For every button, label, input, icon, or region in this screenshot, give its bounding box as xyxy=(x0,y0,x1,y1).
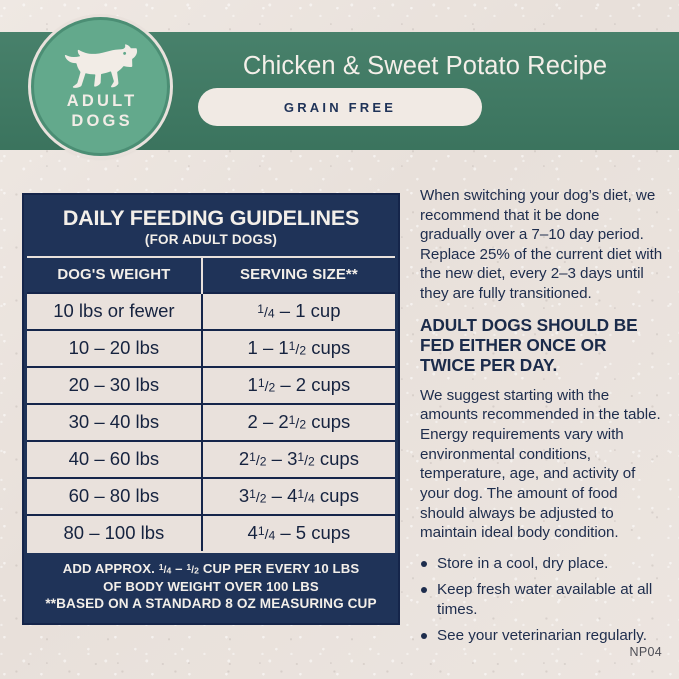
cell-serving: 31/2 – 41/4 cups xyxy=(201,476,395,515)
cell-serving: 1/4 – 1 cup xyxy=(201,291,395,330)
column-header-serving: SERVING SIZE** xyxy=(201,255,395,293)
cell-weight: 30 – 40 lbs xyxy=(27,402,203,441)
adult-dogs-badge: ADULT DOGS xyxy=(31,17,170,156)
daily-feeding-guidelines-table: DAILY FEEDING GUIDELINES (FOR ADULT DOGS… xyxy=(22,193,400,626)
table-row: 40 – 60 lbs 21/2 – 31/2 cups xyxy=(27,439,395,478)
grain-free-badge: GRAIN FREE xyxy=(198,88,482,126)
table-row: 30 – 40 lbs 2 – 21/2 cups xyxy=(27,402,395,441)
table-row: 60 – 80 lbs 31/2 – 41/4 cups xyxy=(27,476,395,515)
running-dog-icon xyxy=(64,44,137,88)
column-header-weight: DOG'S WEIGHT xyxy=(27,255,203,293)
table-row: 10 – 20 lbs 1 – 11/2 cups xyxy=(27,328,395,367)
table-footnote: ADD APPROX. 1/4 – 1/2 CUP PER EVERY 10 L… xyxy=(27,550,395,621)
table-row: 80 – 100 lbs 41/4 – 5 cups xyxy=(27,513,395,551)
cell-weight: 20 – 30 lbs xyxy=(27,365,203,404)
recipe-title: Chicken & Sweet Potato Recipe xyxy=(242,52,608,80)
footnote-line-3: **BASED ON A STANDARD 8 OZ MEASURING CUP xyxy=(45,595,377,611)
cell-serving: 21/2 – 31/2 cups xyxy=(201,439,395,478)
cell-serving: 2 – 21/2 cups xyxy=(201,402,395,441)
table-row: 10 lbs or fewer 1/4 – 1 cup xyxy=(27,291,395,330)
table-title-block: DAILY FEEDING GUIDELINES (FOR ADULT DOGS… xyxy=(27,198,395,256)
care-tips-list: Store in a cool, dry place. Keep fresh w… xyxy=(420,554,664,646)
footnote-line-2: OF BODY WEIGHT OVER 100 LBS xyxy=(103,578,319,594)
instructions-column: When switching your dog’s diet, we recom… xyxy=(420,186,664,653)
cell-serving: 41/4 – 5 cups xyxy=(201,513,395,551)
table-title: DAILY FEEDING GUIDELINES xyxy=(62,206,360,230)
transition-paragraph: When switching your dog’s diet, we recom… xyxy=(420,187,663,303)
cell-weight: 80 – 100 lbs xyxy=(27,513,203,551)
product-code: NP04 xyxy=(629,645,662,659)
portion-guidance-paragraph: We suggest starting with the amounts rec… xyxy=(420,386,661,542)
badge-line-dogs: DOGS xyxy=(71,112,133,130)
cell-serving: 1 – 11/2 cups xyxy=(201,328,395,367)
footnote-line-1: ADD APPROX. 1/4 – 1/2 CUP PER EVERY 10 L… xyxy=(62,560,360,576)
cell-weight: 40 – 60 lbs xyxy=(27,439,203,478)
table-subtitle: (FOR ADULT DOGS) xyxy=(144,231,278,247)
cell-weight: 10 lbs or fewer xyxy=(27,291,203,330)
list-item: Keep fresh water available at all times. xyxy=(420,580,664,619)
badge-line-adult: ADULT xyxy=(66,91,138,110)
feeding-table-grid: DOG'S WEIGHT SERVING SIZE** 10 lbs or fe… xyxy=(27,255,395,551)
feeding-frequency-callout: ADULT DOGS SHOULD BE FED EITHER ONCE OR … xyxy=(420,314,638,375)
grain-free-label: GRAIN FREE xyxy=(283,99,397,115)
list-item: See your veterinarian regularly. xyxy=(420,626,664,645)
list-item: Store in a cool, dry place. xyxy=(420,554,664,573)
cell-weight: 60 – 80 lbs xyxy=(27,476,203,515)
cell-serving: 11/2 – 2 cups xyxy=(201,365,395,404)
cell-weight: 10 – 20 lbs xyxy=(27,328,203,367)
table-row: 20 – 30 lbs 11/2 – 2 cups xyxy=(27,365,395,404)
table-header-row: DOG'S WEIGHT SERVING SIZE** xyxy=(27,255,395,293)
